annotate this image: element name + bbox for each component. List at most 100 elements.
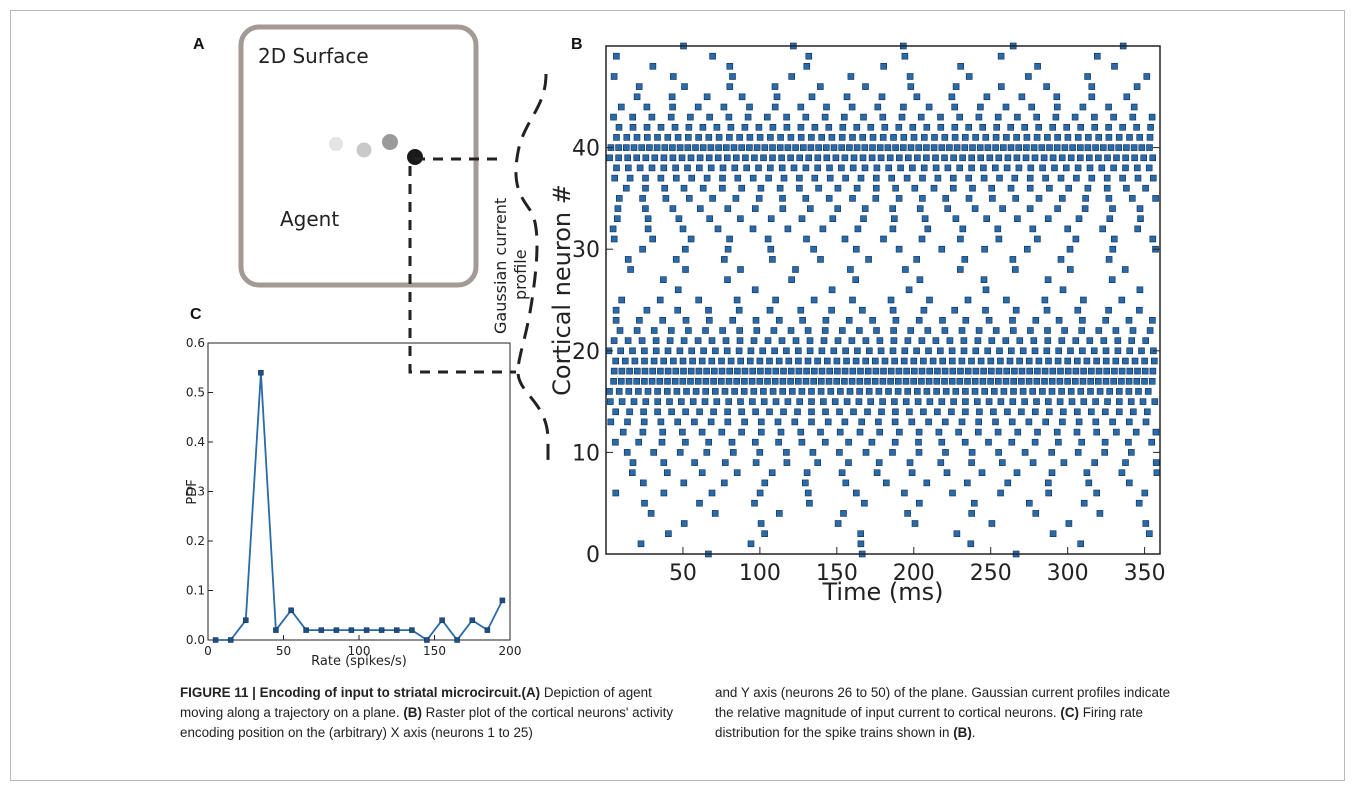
- raster-spike: [764, 337, 772, 344]
- raster-spike: [1013, 134, 1020, 141]
- raster-spike: [1057, 367, 1064, 375]
- raster-spike: [658, 438, 666, 446]
- raster-spike: [977, 154, 985, 162]
- raster-spike: [961, 438, 969, 446]
- raster-spike: [946, 144, 953, 151]
- raster-spike: [1013, 154, 1021, 162]
- raster-spike: [854, 347, 861, 355]
- raster-spike: [995, 154, 1003, 162]
- raster-spike: [798, 388, 806, 395]
- raster-spike: [826, 367, 834, 375]
- raster-spike: [757, 367, 764, 375]
- raster-spike: [862, 449, 870, 456]
- raster-spike: [905, 286, 913, 294]
- caption-text-a: Depiction of agent moving along a trajec…: [180, 685, 652, 720]
- raster-spike: [996, 174, 1003, 182]
- raster-spike: [749, 367, 757, 375]
- rate-pdf-x-tick-label: 100: [348, 644, 371, 658]
- raster-spike: [684, 164, 691, 172]
- raster-spike: [1105, 195, 1113, 202]
- raster-spike: [1123, 184, 1130, 192]
- raster-spike: [1086, 154, 1093, 162]
- raster-spike: [1041, 377, 1048, 385]
- agent-current-dot: [407, 149, 423, 165]
- raster-spike: [992, 327, 1000, 334]
- raster-spike: [840, 113, 848, 121]
- raster-spike: [750, 388, 758, 395]
- raster-spike: [687, 154, 695, 162]
- raster-spike: [857, 367, 864, 375]
- raster-spike: [995, 367, 1003, 375]
- raster-spike: [777, 134, 784, 141]
- raster-spike: [1048, 449, 1055, 456]
- raster-spike: [1105, 134, 1113, 141]
- raster-spike: [1014, 113, 1021, 121]
- raster-spike: [684, 134, 692, 141]
- raster-spike: [1025, 73, 1032, 80]
- raster-spike: [881, 124, 889, 131]
- raster-spike: [1068, 398, 1076, 405]
- raster-spike: [992, 144, 999, 151]
- raster-spike: [948, 357, 956, 365]
- raster-spike: [941, 154, 948, 162]
- rate-pdf-y-tick-label: 0.1: [186, 584, 205, 598]
- raster-spike: [853, 124, 861, 131]
- raster-spike: [639, 428, 647, 436]
- raster-spike: [846, 144, 853, 151]
- raster-spike: [858, 418, 866, 426]
- raster-spike: [680, 367, 687, 375]
- raster-spike: [1033, 113, 1040, 121]
- raster-spike: [652, 337, 660, 344]
- raster-spike: [643, 124, 651, 131]
- raster-spike: [649, 367, 657, 375]
- raster-spike: [937, 113, 944, 121]
- raster-spike: [944, 205, 952, 212]
- raster-spike: [915, 499, 923, 507]
- gaussian-label-line2: profile: [511, 249, 530, 300]
- raster-spike: [765, 174, 772, 182]
- raster-spike: [626, 367, 633, 375]
- raster-spike: [770, 327, 778, 334]
- raster-spike: [746, 144, 753, 151]
- raster-spike: [1052, 113, 1060, 121]
- raster-spike: [969, 144, 976, 151]
- raster-spike: [818, 347, 826, 355]
- caption-figure-label: FIGURE 11 | Encoding of input to striata…: [180, 685, 522, 700]
- raster-spike: [1092, 144, 1099, 151]
- raster-spike: [795, 357, 802, 365]
- rate-pdf-point: [243, 617, 249, 623]
- raster-spike: [1016, 337, 1024, 344]
- raster-spike: [1007, 347, 1015, 355]
- raster-spike: [941, 377, 948, 385]
- raster-spike: [999, 205, 1006, 212]
- raster-spike: [1126, 134, 1133, 141]
- raster-spike: [769, 154, 776, 162]
- raster-spike: [671, 124, 679, 131]
- raster-spike: [644, 225, 652, 233]
- raster-spike: [624, 337, 632, 344]
- raster-spike: [827, 388, 835, 395]
- rate-pdf-y-tick-label: 0.4: [186, 435, 205, 449]
- raster-spike: [1083, 469, 1091, 477]
- rate-pdf-x-tick-label: 150: [423, 644, 446, 658]
- raster-spike: [778, 164, 786, 172]
- raster-spike: [997, 357, 1004, 365]
- raster-spike: [887, 367, 895, 375]
- raster-spike: [722, 337, 730, 344]
- raster-spike: [651, 154, 659, 162]
- raster-spike: [1033, 134, 1041, 141]
- raster-spike: [726, 367, 734, 375]
- raster-spike: [1002, 337, 1010, 344]
- raster-spike: [717, 377, 725, 385]
- raster-spike: [881, 357, 889, 365]
- raster-spike: [1133, 124, 1140, 131]
- raster-spike: [767, 245, 775, 253]
- raster-spike: [891, 357, 898, 365]
- raster-spike: [624, 154, 632, 162]
- raster-spike: [997, 83, 1005, 90]
- raster-spike: [676, 347, 684, 355]
- raster-spike: [976, 144, 984, 151]
- raster-spike: [733, 296, 741, 304]
- raster-spike: [1028, 103, 1035, 111]
